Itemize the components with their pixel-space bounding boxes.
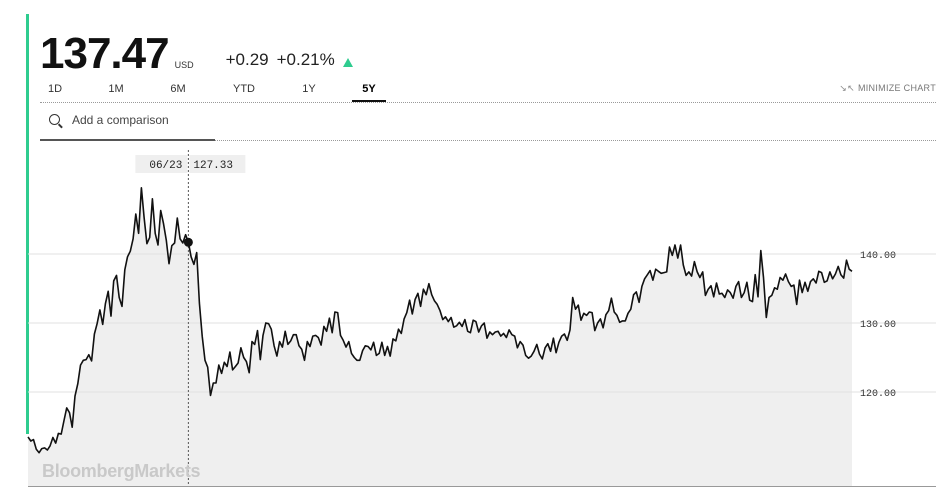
price-area-fill	[28, 187, 852, 487]
tab-1y[interactable]: 1Y	[302, 83, 316, 95]
crosshair-date-box	[135, 155, 188, 173]
price-change: +0.29	[225, 50, 269, 69]
up-triangle-icon	[342, 58, 353, 67]
comparison-bar	[40, 106, 936, 141]
last-price: 137.47	[40, 29, 170, 78]
tab-5y[interactable]: 5Y	[352, 80, 386, 102]
accent-bar	[26, 14, 29, 434]
bloomberg-markets-logo: BloombergMarkets	[42, 461, 201, 481]
comparison-search-input[interactable]	[70, 112, 374, 128]
tab-1m[interactable]: 1M	[108, 83, 124, 95]
currency-label: USD	[174, 60, 194, 70]
y-tick-label: 130.00	[860, 320, 896, 331]
collapse-arrows-icon: ↘↖	[839, 83, 855, 93]
crosshair-value-box	[189, 155, 246, 173]
quote-header: 137.47 USD +0.29 +0.21%	[40, 20, 353, 76]
percent-change: +0.21%	[276, 50, 335, 69]
crosshair-point	[183, 237, 193, 247]
crosshair-value-label: 127.33	[193, 160, 233, 172]
y-tick-label: 120.00	[860, 389, 896, 400]
tab-6m[interactable]: 6M	[170, 83, 186, 95]
search-icon	[49, 114, 60, 125]
price-series-line	[27, 187, 853, 454]
tab-ytd[interactable]: YTD	[233, 83, 255, 95]
y-tick-label: 140.00	[860, 251, 896, 262]
comparison-input-underline	[40, 139, 215, 141]
time-range-tabs: 1D 1M 6M YTD 1Y 5Y ↘↖ MINIMIZE CHART	[40, 80, 936, 103]
chart-bottom-rule	[28, 486, 936, 487]
crosshair-date-label: 06/23	[149, 160, 182, 172]
minimize-chart-button[interactable]: ↘↖ MINIMIZE CHART	[839, 83, 936, 94]
tab-1d[interactable]: 1D	[47, 83, 63, 95]
minimize-chart-label: MINIMIZE CHART	[857, 83, 936, 93]
